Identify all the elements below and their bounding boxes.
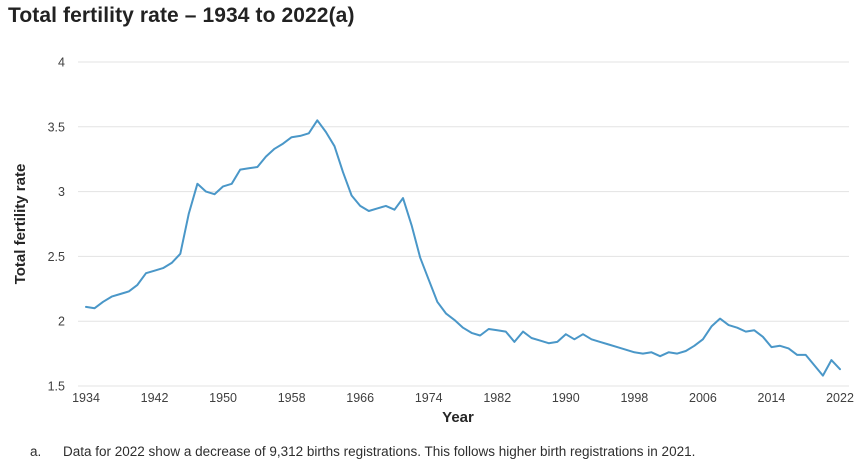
x-tick-label: 1958	[278, 391, 306, 405]
x-tick-label: 2014	[758, 391, 786, 405]
x-tick-label: 1998	[620, 391, 648, 405]
x-tick-label: 1966	[346, 391, 374, 405]
footnote-text: Data for 2022 show a decrease of 9,312 b…	[63, 444, 696, 459]
x-tick-label: 1950	[209, 391, 237, 405]
y-tick-label: 4	[58, 56, 65, 70]
fertility-rate-line-chart: 4 3.5 3 2.5 2 1.5 1934 1942 1950 1958 1966 1974 198…	[12, 56, 854, 427]
x-axis-title: Year	[442, 409, 474, 426]
x-tick-label: 1990	[552, 391, 580, 405]
gridlines	[78, 61, 849, 387]
y-tick-label: 2.5	[48, 250, 65, 264]
y-axis-tick-labels: 4 3.5 3 2.5 2 1.5	[48, 56, 65, 394]
y-tick-label: 3.5	[48, 120, 65, 134]
chart-title: Total fertility rate – 1934 to 2022(a)	[8, 4, 355, 27]
x-tick-label: 1942	[141, 391, 169, 405]
x-tick-label: 1974	[415, 391, 443, 405]
x-tick-label: 2022	[826, 391, 854, 405]
y-axis-title: Total fertility rate	[12, 164, 29, 285]
x-tick-label: 1934	[72, 391, 100, 405]
x-tick-label: 1982	[483, 391, 511, 405]
x-axis-tick-labels: 1934 1942 1950 1958 1966 1974 1982 1990 1998 2006…	[72, 391, 854, 405]
y-tick-label: 2	[58, 315, 65, 329]
x-tick-label: 2006	[689, 391, 717, 405]
y-tick-label: 1.5	[48, 380, 65, 394]
y-tick-label: 3	[58, 185, 65, 199]
fertility-rate-line	[85, 119, 841, 377]
footnote-marker: a.	[30, 444, 42, 459]
